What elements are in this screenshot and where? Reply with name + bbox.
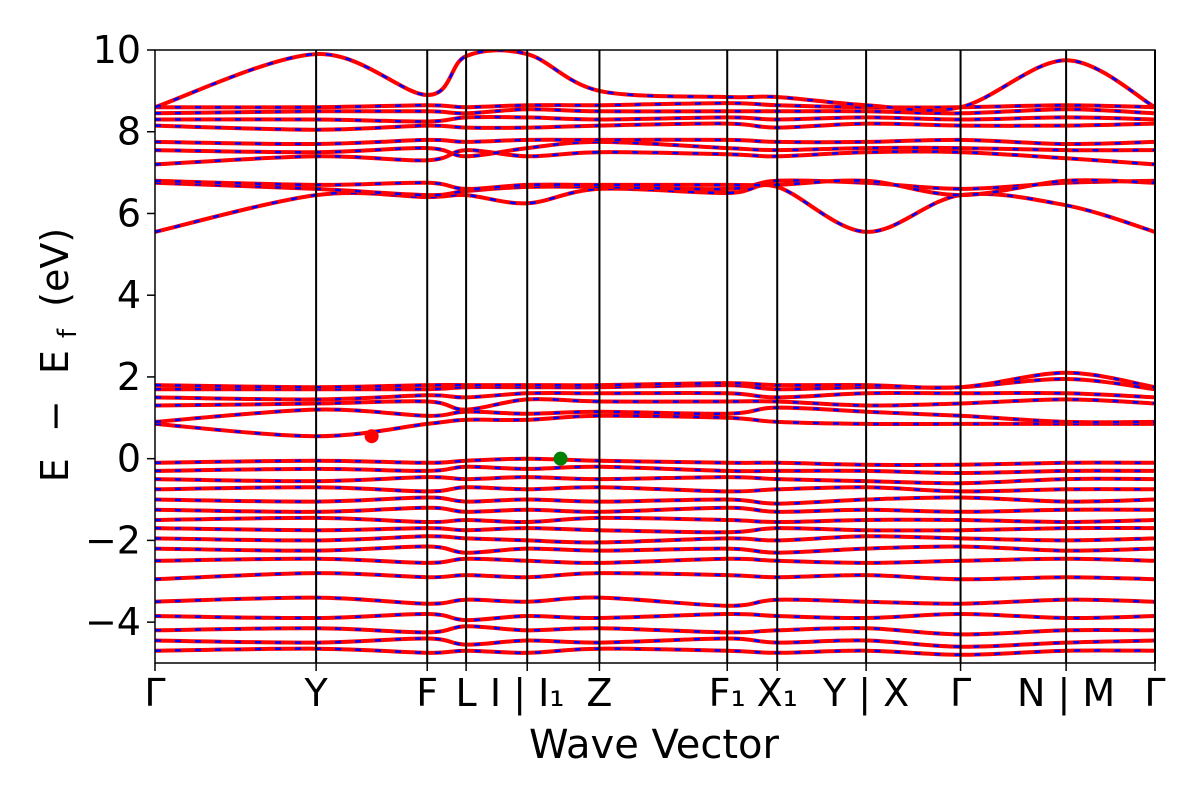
x-tick-label: X₁ [757,671,798,715]
x-tick-label: Y [304,671,329,715]
y-tick-label: 8 [117,110,141,154]
x-tick-label: Γ [144,671,165,715]
valence-band-5-blue [155,506,1155,514]
y-axis-label-minus: − [33,400,77,432]
bands-layer [155,50,1155,657]
x-tick-label: Y | X [822,671,909,716]
conduction-band-2-red [155,178,1155,198]
conduction-band-7-blue [155,115,1155,123]
y-axis-label-unit: (eV) [33,228,77,307]
lower-conduction-band-0-red [155,413,1155,439]
conduction-band-9-blue [155,101,1155,109]
y-axis-label-e2: E [33,350,77,374]
conduction-band-5-blue [155,138,1155,146]
conduction-band-1-red [155,178,1155,198]
y-tick-label: −2 [85,518,141,562]
plot-frame [154,49,1156,664]
conduction-band-3-red [155,148,1155,167]
valence-band-12-red [155,595,1155,608]
y-axis-ticks: 10 8 6 4 2 0 −2 −4 [85,28,155,644]
valence-band-8-blue [155,535,1155,544]
lower-conduction-band-5-red [155,370,1155,390]
valence-band-11-blue [155,571,1155,581]
y-axis-label-e: E [33,458,77,482]
valence-band-4-blue [155,496,1155,505]
conduction-band-6-blue [155,122,1155,131]
valence-band-0-blue [155,457,1155,467]
lower-conduction-band-1-red [155,405,1155,425]
valence-band-3-blue [155,485,1155,493]
y-tick-label: −4 [85,600,141,644]
valence-band-7-blue [155,526,1155,534]
lower-conduction-band-3-blue [155,391,1155,401]
x-tick-label: I | I₁ [490,671,565,716]
cbm-point [364,429,379,444]
y-axis-label-sub: f [53,328,83,338]
valence-band-2-blue [155,475,1155,485]
x-tick-label: Γ [950,671,971,715]
lower-conduction-band-2-red [155,397,1155,412]
x-axis-label: Wave Vector [529,722,780,768]
valence-band-10-blue [155,557,1155,565]
valence-band-16-blue [155,647,1155,657]
y-tick-label: 10 [93,28,141,72]
valence-band-9-blue [155,545,1155,554]
conduction-band-10-blue [155,50,1155,112]
x-tick-label: N | M [1017,671,1115,716]
valence-band-6-blue [155,516,1155,524]
x-tick-label: F [416,671,438,715]
y-tick-label: 4 [117,273,141,317]
conduction-band-8-blue [155,108,1155,115]
x-tick-label: F₁ [709,671,746,715]
y-axis-label: E − E f (eV) [33,228,85,482]
conduction-band-4-red [155,139,1155,159]
vbm-point [553,451,568,466]
conduction-band-10-red [155,50,1155,113]
valence-band-13-blue [155,612,1155,622]
valence-band-14-blue [155,624,1155,636]
y-tick-label: 0 [117,437,141,481]
lower-conduction-band-5-blue [155,371,1155,390]
valence-band-1-blue [155,465,1155,475]
x-tick-label: Z [586,671,612,715]
y-tick-label: 2 [117,355,141,399]
x-tick-label: Γ [1144,671,1165,715]
y-tick-label: 6 [117,191,141,235]
band-edge-points [364,429,568,466]
x-tick-label: L [456,671,477,715]
valence-band-15-red [155,636,1155,649]
